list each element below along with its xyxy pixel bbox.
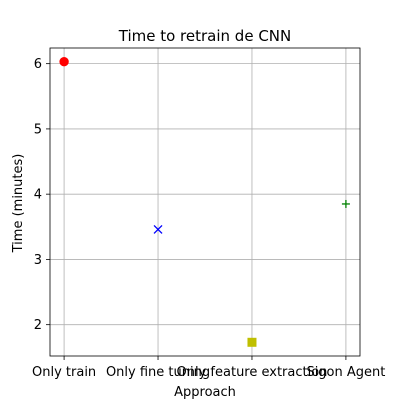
x-tick-label: Only feature extraction (177, 365, 328, 380)
plot-frame (49, 47, 361, 357)
y-tick-label: 4 (34, 188, 42, 203)
data-points (59, 57, 350, 347)
y-tick-label: 3 (34, 253, 42, 268)
y-tick-label: 2 (34, 318, 42, 333)
chart-title: Time to retrain de CNN (118, 27, 292, 45)
axes (46, 47, 361, 360)
data-point-x (153, 224, 163, 234)
y-axis-label: Time (minutes) (11, 154, 26, 254)
y-tick-label: 6 (34, 57, 42, 72)
x-tick-label: Only fine tuning (106, 365, 210, 380)
x-axis-label: Approach (174, 385, 236, 400)
x-tick-label: Sigon Agent (306, 365, 385, 380)
data-point-circle (59, 57, 69, 67)
data-point-plus (341, 199, 350, 208)
grid-lines (50, 48, 360, 356)
x-tick-label: Only train (32, 365, 96, 380)
data-point-square (247, 337, 257, 347)
y-tick-label: 5 (34, 122, 42, 137)
x-marker-stroke (153, 224, 163, 234)
